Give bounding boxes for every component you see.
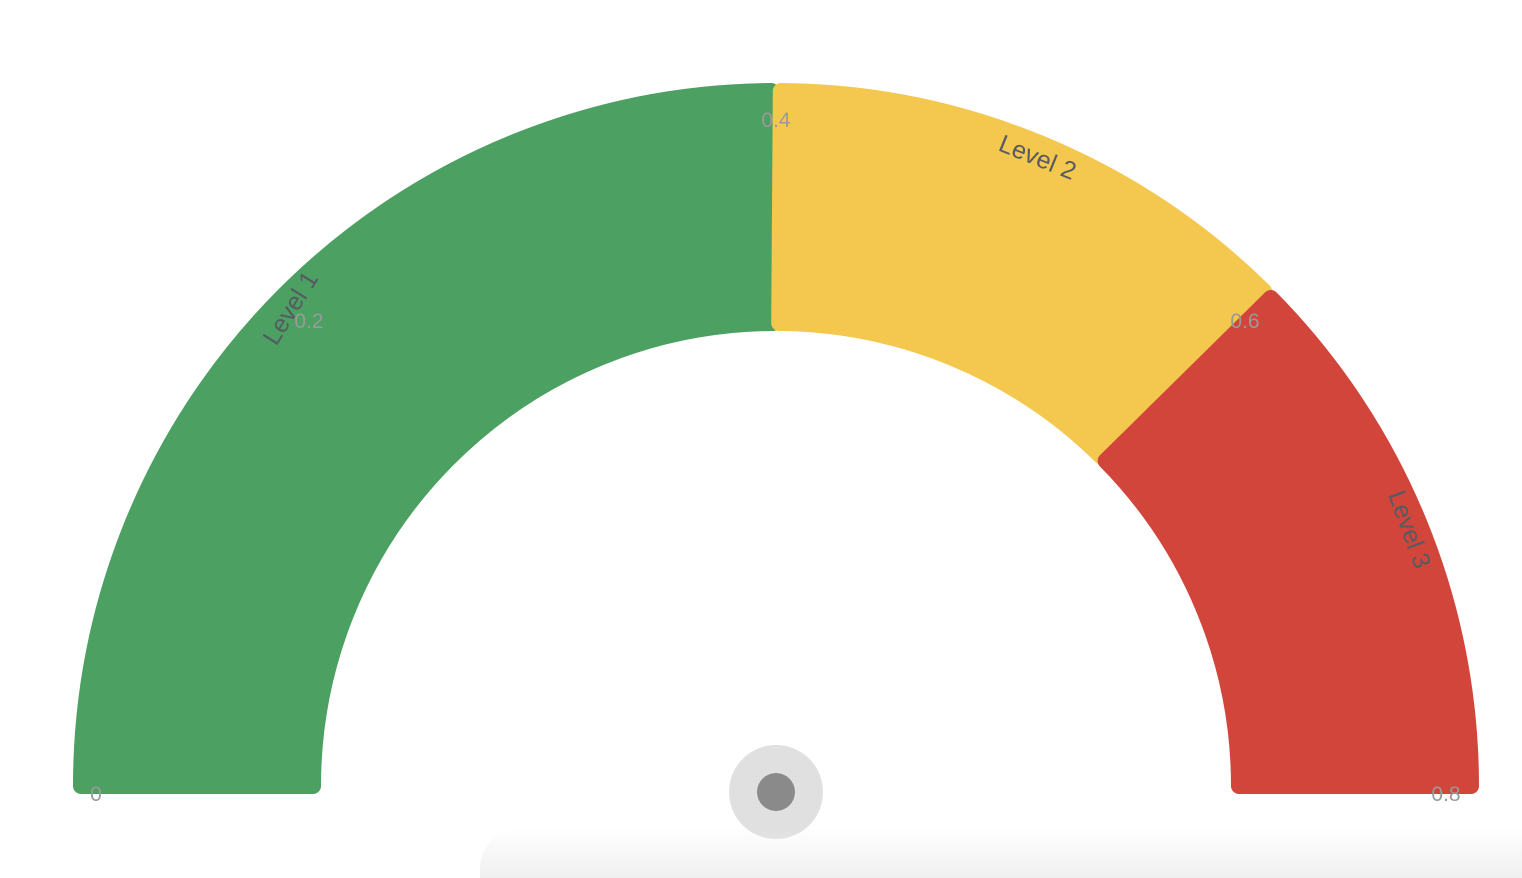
gauge-band-3 bbox=[1097, 289, 1479, 794]
pointer-hub-inner bbox=[757, 773, 795, 811]
tick-label: 0.2 bbox=[294, 310, 323, 333]
gauge-band-2 bbox=[771, 83, 1273, 465]
bands-layer bbox=[73, 83, 1479, 794]
ticks-layer: 0 0.2 0.4 0.6 0.8 bbox=[90, 109, 1460, 806]
bottom-shade bbox=[480, 828, 1522, 878]
pointer-layer bbox=[729, 745, 823, 839]
tick-label: 0.6 bbox=[1230, 310, 1259, 333]
tick-label: 0.4 bbox=[761, 109, 791, 132]
tick-label: 0.8 bbox=[1431, 783, 1460, 806]
tick-label: 0 bbox=[90, 783, 102, 806]
gauge-band-1 bbox=[73, 83, 781, 794]
